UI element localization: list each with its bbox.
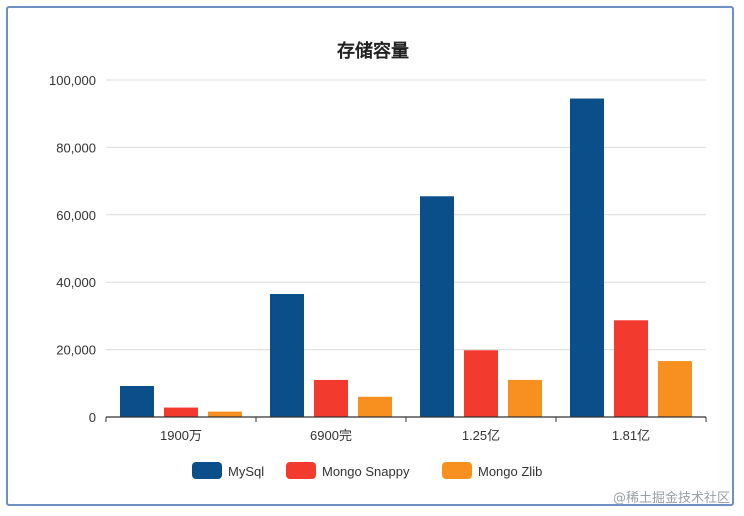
y-axis: 0 20,000 40,000 60,000 80,000 100,000: [49, 73, 96, 425]
legend-label: MySql: [228, 464, 264, 479]
bars: [120, 98, 692, 417]
x-axis: 1900万 6900完 1.25亿 1.81亿: [105, 416, 707, 443]
y-tick-label: 0: [89, 410, 96, 425]
bar-mongo-snappy: [164, 407, 198, 417]
legend-label: Mongo Snappy: [322, 464, 410, 479]
y-tick-label: 60,000: [56, 208, 96, 223]
legend-label: Mongo Zlib: [478, 464, 542, 479]
bar-mongo-zlib: [508, 379, 542, 417]
legend-swatch: [286, 462, 316, 479]
bar-mysql: [570, 98, 604, 417]
grid-lines: [106, 79, 706, 351]
bar-mongo-snappy: [614, 320, 648, 417]
bar-mongo-zlib: [358, 396, 392, 417]
bar-mysql: [120, 385, 154, 417]
x-tick-label: 1.25亿: [462, 428, 500, 443]
x-tick-label: 1.81亿: [612, 428, 650, 443]
legend-swatch: [442, 462, 472, 479]
bar-mysql: [420, 196, 454, 417]
y-tick-label: 80,000: [56, 140, 96, 155]
bar-mongo-snappy: [314, 379, 348, 417]
y-tick-label: 20,000: [56, 343, 96, 358]
x-tick-label: 6900完: [310, 428, 352, 443]
bar-mongo-zlib: [208, 411, 242, 417]
x-tick-label: 1900万: [160, 428, 202, 443]
y-tick-label: 40,000: [56, 275, 96, 290]
y-tick-label: 100,000: [49, 73, 96, 88]
watermark: @稀土掘金技术社区: [612, 491, 730, 506]
bar-mysql: [270, 293, 304, 417]
chart-title: 存储容量: [337, 40, 409, 61]
legend: MySql Mongo Snappy Mongo Zlib: [192, 462, 542, 479]
chart-frame: [6, 6, 734, 506]
bar-mongo-snappy: [464, 350, 498, 417]
legend-swatch: [192, 462, 222, 479]
bar-mongo-zlib: [658, 361, 692, 417]
